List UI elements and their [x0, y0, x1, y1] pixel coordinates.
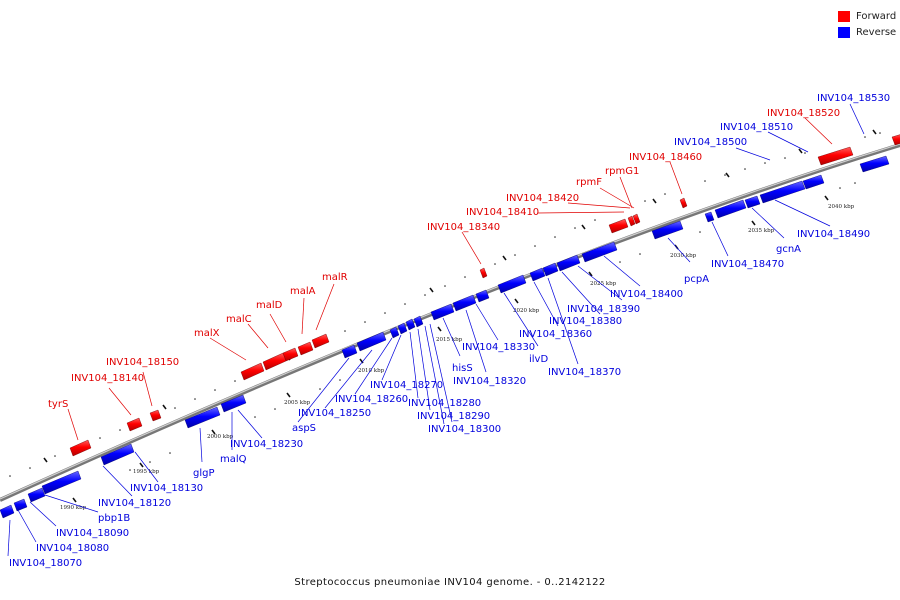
- scale-label: 2005 kbp: [284, 400, 311, 406]
- legend-item-reverse: Reverse: [838, 24, 896, 40]
- gene-label-forward: INV104_18420: [506, 193, 579, 204]
- gene-label-reverse: gcnA: [776, 244, 801, 255]
- reverse-track-ticks: [72, 195, 829, 503]
- gene-label-reverse: INV104_18280: [408, 398, 481, 409]
- gene-label-forward: INV104_18140: [71, 373, 144, 384]
- gene-label-forward: INV104_18460: [629, 152, 702, 163]
- gene-label-reverse: INV104_18510: [720, 122, 793, 133]
- gene-label-reverse: INV104_18390: [567, 304, 640, 315]
- scale-label: 1995 kbp: [133, 469, 160, 475]
- forward-swatch: [838, 10, 850, 22]
- gene-label-reverse: INV104_18090: [56, 528, 129, 539]
- gene-label-reverse: INV104_18330: [462, 342, 535, 353]
- scale-label: 2010 kbp: [358, 368, 385, 374]
- gene-label-reverse: INV104_18400: [610, 289, 683, 300]
- scale-label: 2020 kbp: [513, 308, 540, 314]
- gene-label-reverse: INV104_18500: [674, 137, 747, 148]
- gene-label-forward: malA: [290, 286, 316, 297]
- gene-label-reverse: hisS: [452, 363, 473, 374]
- forward-genes: [69, 134, 900, 457]
- legend-label: Reverse: [856, 26, 897, 38]
- scale-label: 2000 kbp: [207, 434, 234, 440]
- gene-label-forward: malD: [256, 300, 283, 311]
- gene-label-reverse: INV104_18230: [230, 439, 303, 450]
- scale-label: 2040 kbp: [828, 204, 855, 210]
- gene-label-forward: malC: [226, 314, 252, 325]
- gene-label-reverse: INV104_18270: [370, 380, 443, 391]
- gene-label-reverse: INV104_18380: [549, 316, 622, 327]
- reverse-leaders: [7, 103, 865, 557]
- legend-item-forward: Forward: [838, 8, 896, 24]
- gene-label-reverse: INV104_18250: [298, 408, 371, 419]
- gene-label-reverse: INV104_18300: [428, 424, 501, 435]
- gene-label-reverse: INV104_18530: [817, 93, 890, 104]
- gene-label-forward: malX: [194, 328, 220, 339]
- gene-label-forward: tyrS: [48, 399, 68, 410]
- map-caption: Streptococcus pneumoniae INV104 genome. …: [294, 577, 606, 588]
- gene-label-reverse: ilvD: [529, 354, 548, 365]
- gene-label-forward: INV104_18410: [466, 207, 539, 218]
- scale-label: 1990 kbp: [60, 505, 87, 511]
- gene-label-reverse: INV104_18290: [417, 411, 490, 422]
- gene-label-reverse: aspS: [292, 423, 316, 434]
- scale-label: 2025 kbp: [590, 281, 617, 287]
- gene-label-reverse: INV104_18320: [453, 376, 526, 387]
- gene-label-forward: INV104_18340: [427, 222, 500, 233]
- forward-track-ticks: [43, 129, 877, 463]
- gene-label-forward: malR: [322, 272, 348, 283]
- gene-label-reverse: INV104_18370: [548, 367, 621, 378]
- gene-label-reverse: INV104_18120: [98, 498, 171, 509]
- gene-label-reverse: malQ: [220, 454, 247, 465]
- gene-label-reverse: INV104_18130: [130, 483, 203, 494]
- scale-label: 2030 kbp: [670, 253, 697, 259]
- gene-label-reverse: INV104_18490: [797, 229, 870, 240]
- genome-backbone: [0, 143, 900, 502]
- gene-label-reverse: INV104_18080: [36, 543, 109, 554]
- scale-label: 2015 kbp: [436, 337, 463, 343]
- legend: Forward Reverse: [838, 8, 896, 40]
- gene-label-reverse: INV104_18070: [9, 558, 82, 569]
- forward-track-dots: [9, 132, 881, 477]
- gene-label-forward: rpmG1: [605, 166, 639, 177]
- gene-label-forward: INV104_18150: [106, 357, 179, 368]
- gene-label-reverse: INV104_18470: [711, 259, 784, 270]
- reverse-track-dots: [129, 182, 856, 471]
- gene-label-forward: INV104_18520: [767, 108, 840, 119]
- legend-label: Forward: [856, 10, 897, 22]
- reverse-genes: [0, 155, 890, 519]
- gene-label-reverse: INV104_18360: [519, 329, 592, 340]
- forward-leaders: [67, 117, 833, 441]
- gene-label-reverse: glgP: [193, 468, 215, 479]
- gene-label-reverse: pcpA: [684, 274, 709, 285]
- gene-label-reverse: pbp1B: [98, 513, 130, 524]
- reverse-swatch: [838, 26, 850, 38]
- gene-label-forward: rpmF: [576, 177, 602, 188]
- scale-label: 2035 kbp: [748, 228, 775, 234]
- gene-label-reverse: INV104_18260: [335, 394, 408, 405]
